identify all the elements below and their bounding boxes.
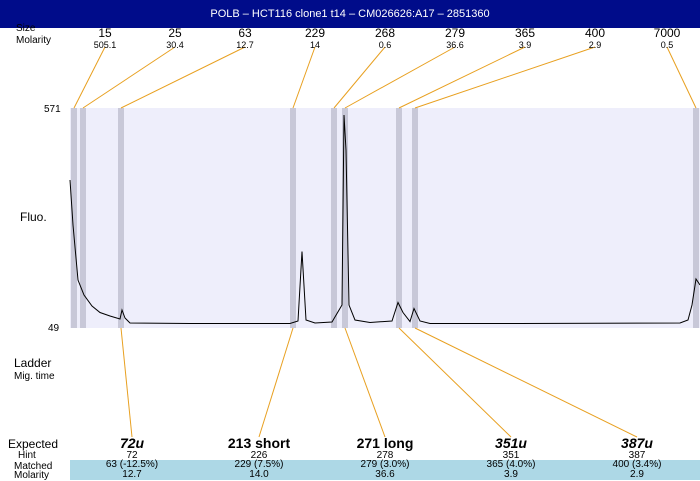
ladder-size: 25 bbox=[168, 26, 182, 40]
ladder-connector bbox=[414, 46, 596, 109]
ladder-band bbox=[331, 108, 337, 328]
ladder-size: 268 bbox=[374, 26, 396, 40]
ladder-molarity: 30.4 bbox=[166, 40, 184, 50]
peak-molarity: 36.6 bbox=[375, 469, 395, 480]
ladder-connector bbox=[82, 46, 176, 109]
y-tick-bottom: 49 bbox=[48, 323, 60, 334]
plot-area bbox=[70, 108, 700, 328]
peak-molarity: 2.9 bbox=[630, 469, 644, 480]
ladder-band bbox=[118, 108, 124, 328]
ladder-molarity: 505.1 bbox=[93, 40, 117, 50]
ladder-size: 400 bbox=[584, 26, 606, 40]
size-row-label: Size bbox=[16, 23, 36, 34]
expected-size: 271 long bbox=[356, 435, 414, 451]
molarity-bottom-label: Molarity bbox=[14, 470, 50, 481]
ladder-connector bbox=[398, 46, 526, 109]
mig-time-label: Mig. time bbox=[14, 371, 55, 382]
matched-band bbox=[70, 460, 700, 480]
peak-molarity: 14.0 bbox=[249, 469, 269, 480]
fluorescence-trace bbox=[69, 114, 700, 324]
ladder-size: 365 bbox=[514, 26, 536, 40]
peak-hint: 72 bbox=[126, 450, 138, 461]
ladder-band bbox=[342, 108, 348, 328]
y-tick-top: 571 bbox=[44, 104, 61, 115]
ladder-size: 7000 bbox=[653, 26, 681, 40]
expected-label: Expected bbox=[8, 437, 59, 451]
ladder-connector bbox=[344, 46, 456, 109]
expected-size: 387u bbox=[621, 435, 653, 451]
matched-label: Matched bbox=[14, 461, 53, 472]
ladder-molarity: 36.6 bbox=[446, 40, 464, 50]
ladder-size: 279 bbox=[444, 26, 466, 40]
molarity-row-label: Molarity bbox=[16, 35, 52, 46]
expected-size: 351u bbox=[495, 435, 527, 451]
ladder-molarity: 0.6 bbox=[378, 40, 392, 50]
peak-matched: 400 (3.4%) bbox=[612, 459, 662, 470]
peak-molarity: 12.7 bbox=[122, 469, 142, 480]
peak-connector bbox=[414, 327, 638, 438]
ladder-band bbox=[412, 108, 418, 328]
peak-connector bbox=[258, 327, 294, 438]
expected-size: 213 short bbox=[227, 435, 291, 451]
ladder-band bbox=[396, 108, 402, 328]
ladder-size: 229 bbox=[304, 26, 326, 40]
peak-hint: 226 bbox=[250, 450, 268, 461]
ladder-connector bbox=[333, 46, 386, 109]
ladder-band bbox=[290, 108, 296, 328]
peak-hint: 387 bbox=[628, 450, 646, 461]
ladder-molarity: 2.9 bbox=[588, 40, 602, 50]
ladder-size: 63 bbox=[238, 26, 252, 40]
ladder-molarity: 14 bbox=[309, 40, 321, 50]
peak-molarity: 3.9 bbox=[504, 469, 518, 480]
ladder-connector bbox=[73, 46, 106, 109]
peak-hint: 278 bbox=[376, 450, 394, 461]
ladder-molarity: 0.5 bbox=[660, 40, 674, 50]
title-bar: POLB – HCT116 clone1 t14 – CM026626:A17 … bbox=[0, 0, 700, 28]
ladder-size: 15 bbox=[98, 26, 112, 40]
y-axis-label: Fluo. bbox=[20, 210, 47, 224]
peak-connector bbox=[398, 327, 512, 438]
ladder-band bbox=[693, 108, 699, 328]
peak-matched: 63 (-12.5%) bbox=[105, 459, 159, 470]
ladder-band bbox=[80, 108, 86, 328]
peak-matched: 229 (7.5%) bbox=[234, 459, 284, 470]
ladder-molarity: 12.7 bbox=[236, 40, 254, 50]
ladder-band bbox=[71, 108, 77, 328]
peak-matched: 365 (4.0%) bbox=[486, 459, 536, 470]
chart-title: POLB – HCT116 clone1 t14 – CM026626:A17 … bbox=[210, 8, 490, 20]
peak-connector bbox=[344, 327, 386, 438]
ladder-connector bbox=[120, 46, 246, 109]
hint-label: Hint bbox=[18, 450, 36, 461]
peak-connector bbox=[120, 327, 133, 438]
peak-matched: 279 (3.0%) bbox=[360, 459, 410, 470]
ladder-connector bbox=[666, 46, 697, 109]
ladder-connector bbox=[292, 46, 316, 109]
expected-size: 72u bbox=[119, 435, 145, 451]
peak-hint: 351 bbox=[502, 450, 520, 461]
ladder-molarity: 3.9 bbox=[518, 40, 532, 50]
ladder-label: Ladder bbox=[14, 356, 52, 370]
